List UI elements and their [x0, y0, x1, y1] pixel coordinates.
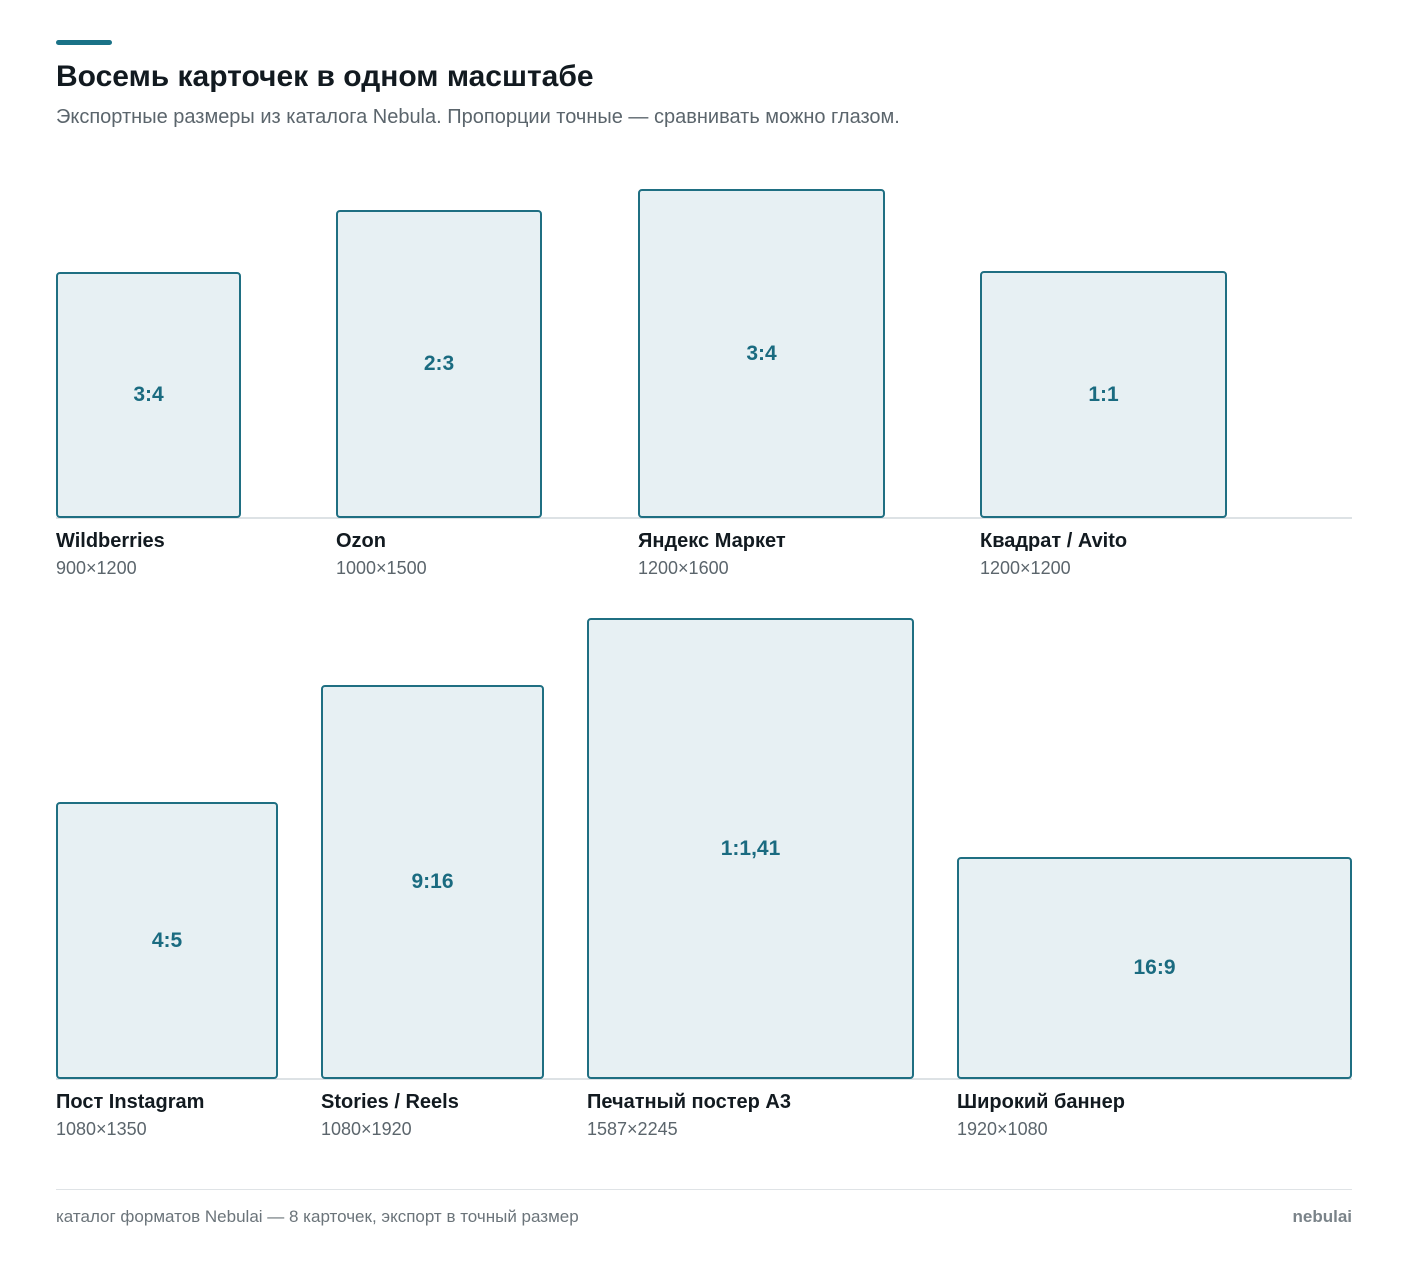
- card-ratio: 4:5: [151, 928, 183, 952]
- card-label-stories-reels: Stories / Reels 1080×1920: [321, 1091, 459, 1140]
- card-square-avito: 1:1: [980, 271, 1227, 518]
- card-dims: 1080×1350: [56, 1119, 147, 1139]
- row-1-baseline: [56, 517, 1352, 519]
- card-dims: 1587×2245: [587, 1119, 678, 1139]
- card-name: Широкий баннер: [957, 1091, 1125, 1113]
- page-subtitle: Экспортные размеры из каталога Nebula. П…: [56, 106, 900, 128]
- page-title: Восемь карточек в одном масштабе: [56, 60, 594, 93]
- footer-caption: каталог форматов Nebulai — 8 карточек, э…: [56, 1207, 579, 1226]
- card-wide-banner: 16:9: [957, 857, 1352, 1079]
- card-yandex-market: 3:4: [638, 189, 885, 518]
- card-label-square-avito: Квадрат / Avito 1200×1200: [980, 530, 1127, 579]
- card-ratio: 9:16: [411, 870, 454, 893]
- accent-bar: [56, 40, 112, 45]
- card-ozon: 2:3: [336, 210, 542, 518]
- card-ratio: 1:1: [1088, 382, 1119, 406]
- card-wildberries: 3:4: [56, 272, 241, 518]
- card-name: Ozon: [336, 530, 386, 552]
- card-stories-reels: 9:16: [321, 685, 544, 1079]
- card-ratio: 16:9: [1133, 956, 1176, 979]
- card-name: Wildberries: [56, 530, 165, 552]
- card-dims: 1200×1600: [638, 558, 729, 578]
- card-dims: 1200×1200: [980, 558, 1071, 578]
- card-label-yandex-market: Яндекс Маркет 1200×1600: [638, 530, 786, 579]
- card-dims: 1920×1080: [957, 1119, 1048, 1139]
- card-dims: 1000×1500: [336, 558, 427, 578]
- card-name: Яндекс Маркет: [638, 530, 786, 552]
- row-2-baseline: [56, 1078, 1352, 1080]
- card-label-wildberries: Wildberries 900×1200: [56, 530, 165, 579]
- card-dims: 1080×1920: [321, 1119, 412, 1139]
- card-ratio: 2:3: [423, 352, 455, 375]
- card-label-poster-a3: Печатный постер A3 1587×2245: [587, 1091, 791, 1140]
- card-ratio: 3:4: [746, 341, 777, 365]
- card-ratio: 1:1,41: [720, 836, 781, 860]
- card-name: Квадрат / Avito: [980, 530, 1128, 552]
- card-name: Stories / Reels: [321, 1091, 459, 1113]
- card-name: Пост Instagram: [56, 1091, 205, 1113]
- brand-logo: nebulai: [1292, 1207, 1352, 1226]
- card-ratio: 3:4: [133, 383, 164, 406]
- footer-divider: [56, 1189, 1352, 1190]
- card-dims: 900×1200: [56, 558, 137, 578]
- card-label-ozon: Ozon 1000×1500: [336, 530, 427, 579]
- card-poster-a3: 1:1,41: [587, 618, 914, 1079]
- card-instagram-post: 4:5: [56, 802, 278, 1079]
- card-label-wide-banner: Широкий баннер 1920×1080: [957, 1091, 1125, 1140]
- card-name: Печатный постер A3: [587, 1091, 791, 1113]
- card-label-instagram-post: Пост Instagram 1080×1350: [56, 1091, 204, 1140]
